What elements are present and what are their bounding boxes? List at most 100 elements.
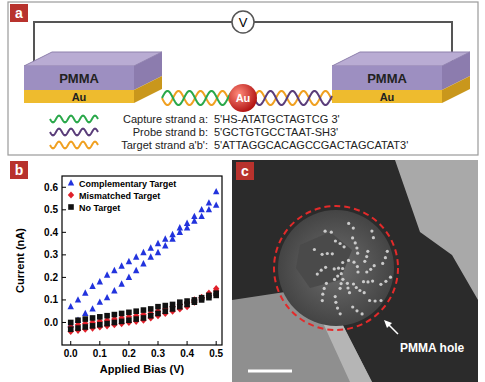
legend-label: No Target — [79, 203, 120, 213]
y-tick-label: 0.4 — [44, 227, 58, 238]
x-tick — [187, 341, 188, 345]
particle — [346, 286, 349, 289]
data-point — [162, 303, 168, 309]
data-point — [206, 199, 212, 205]
x-tick — [128, 341, 129, 345]
data-point — [141, 307, 147, 313]
particle — [341, 278, 344, 281]
particle — [358, 289, 361, 292]
data-point — [82, 289, 88, 295]
data-point — [111, 287, 117, 293]
y-axis-label: Current (nA) — [14, 228, 26, 293]
particle — [331, 252, 334, 255]
data-point — [119, 319, 125, 325]
particle — [366, 280, 369, 283]
pmma-hole-area — [278, 210, 394, 326]
data-point — [155, 249, 161, 255]
strand-name: Target strand a'b': — [121, 139, 208, 151]
data-point — [198, 294, 204, 301]
particle — [369, 268, 372, 271]
x-tick — [158, 341, 159, 345]
y-tick-label: 0.2 — [44, 272, 58, 283]
y-tick — [62, 187, 66, 188]
dna-strand — [50, 116, 98, 123]
particle — [363, 291, 366, 294]
panel-label-box — [236, 162, 254, 180]
x-tick — [70, 341, 71, 345]
particle — [330, 231, 333, 234]
particle — [381, 262, 384, 265]
au-front — [332, 90, 442, 103]
particle — [325, 282, 328, 285]
au-label: Au — [380, 91, 395, 103]
strand-sequence: 5'GCTGTGCCTAAT-SH3' — [214, 126, 338, 138]
particle — [352, 261, 355, 264]
data-point — [97, 314, 103, 320]
particle — [362, 280, 365, 283]
data-point — [148, 253, 154, 259]
particle — [343, 245, 346, 248]
data-point — [68, 303, 74, 309]
particle — [339, 287, 342, 290]
particle — [334, 239, 337, 242]
data-point — [82, 316, 88, 322]
legend-label: Mismatched Target — [79, 191, 160, 201]
data-point — [75, 325, 81, 331]
particle — [361, 312, 364, 315]
particle — [341, 261, 344, 264]
data-point — [133, 267, 139, 273]
data-point — [192, 297, 198, 303]
legend-marker — [68, 204, 74, 210]
particle — [379, 283, 382, 286]
data-point — [104, 294, 110, 300]
arrow-head — [384, 320, 392, 328]
particle — [321, 293, 324, 296]
particle — [356, 252, 359, 255]
hole-outline — [274, 206, 398, 330]
x-tick-label: 0.5 — [209, 348, 223, 359]
pmma-label: PMMA — [367, 71, 407, 86]
particle — [351, 236, 354, 239]
data-point — [126, 258, 132, 264]
particle — [365, 255, 368, 258]
au-front — [24, 90, 134, 103]
au-side — [134, 76, 162, 103]
sem-background — [232, 160, 478, 382]
data-point — [155, 304, 161, 310]
data-point — [184, 298, 190, 304]
particle — [340, 282, 343, 285]
y-tick — [62, 254, 66, 255]
data-point — [112, 312, 118, 318]
data-point — [89, 283, 95, 289]
data-point — [162, 308, 168, 314]
data-point — [155, 311, 161, 317]
data-point — [191, 296, 197, 303]
particle — [356, 265, 359, 268]
electrode: PMMA Au — [332, 52, 470, 103]
data-point — [75, 316, 81, 322]
particle — [355, 286, 358, 289]
particle — [323, 287, 326, 290]
particle — [384, 256, 387, 259]
particle — [324, 230, 327, 233]
particle — [355, 246, 358, 249]
particle — [354, 241, 357, 244]
data-point — [177, 229, 183, 235]
data-point — [126, 310, 132, 316]
particle — [336, 307, 339, 310]
figure: aVPMMAAuPMMAAuAuCapture strand a:5'HS-AT… — [0, 0, 485, 382]
data-point — [118, 280, 124, 286]
legend-marker — [68, 179, 74, 185]
particle — [348, 291, 351, 294]
y-tick — [62, 232, 66, 233]
nanoparticle-label: Au — [236, 92, 251, 104]
data-point — [198, 294, 204, 301]
data-point — [162, 235, 168, 241]
data-point — [177, 299, 183, 305]
x-tick — [99, 341, 100, 345]
data-point — [104, 313, 110, 319]
particle — [339, 242, 342, 245]
data-point — [90, 323, 96, 329]
dna-strand — [50, 129, 98, 136]
data-point — [68, 320, 74, 326]
